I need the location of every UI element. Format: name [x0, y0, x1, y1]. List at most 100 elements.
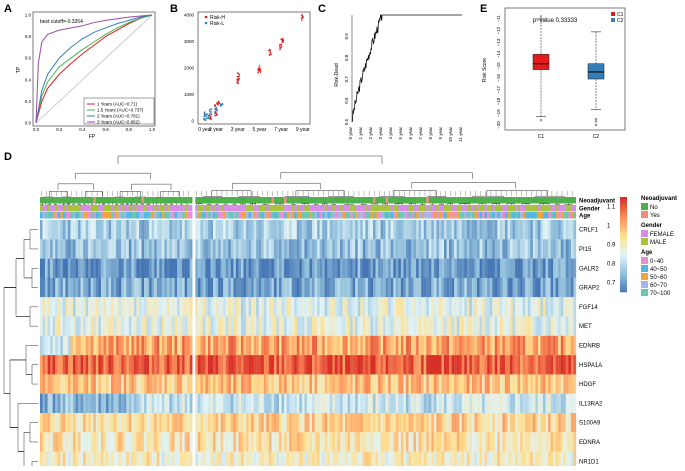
annotation-gender-cell	[299, 205, 302, 212]
heatmap-cell	[146, 374, 150, 394]
annotation-age-cell	[235, 212, 239, 219]
heatmap-cell	[309, 220, 313, 240]
heatmap-cell	[451, 220, 455, 240]
heatmap-cell	[60, 374, 63, 394]
heatmap-cell	[545, 277, 549, 298]
annotation-neoadjuvant-cell	[123, 197, 127, 204]
heatmap-cell	[477, 355, 480, 375]
heatmap-cell	[299, 258, 303, 278]
heatmap-cell	[454, 277, 457, 298]
heatmap-cell	[370, 258, 374, 278]
heatmap-cell	[555, 355, 559, 375]
annotation-gender-cell	[411, 205, 414, 212]
color-scale-step	[620, 211, 627, 214]
heatmap-cell	[266, 335, 270, 356]
heatmap-cell	[393, 451, 396, 471]
heatmap-cell	[126, 335, 129, 356]
heatmap-cell	[573, 316, 577, 336]
color-scale-step	[620, 230, 627, 233]
heatmap-cell	[218, 432, 221, 452]
heatmap-cell	[159, 239, 162, 259]
heatmap-cell	[390, 355, 394, 375]
annotation-neoadjuvant-cell	[258, 197, 262, 204]
annotation-gender-cell	[88, 205, 91, 212]
heatmap-cell	[372, 277, 376, 298]
annotation-age-cell	[484, 212, 488, 219]
heatmap-cell	[497, 220, 501, 240]
heatmap-cell	[492, 220, 495, 240]
heatmap-cell	[284, 374, 287, 394]
heatmap-cell	[126, 355, 129, 375]
heatmap-cell	[233, 335, 237, 356]
heatmap-cell	[563, 374, 566, 394]
heatmap-cell	[306, 355, 310, 375]
heatmap-cell	[123, 393, 127, 414]
heatmap-cell	[479, 413, 483, 433]
heatmap-cell	[360, 432, 363, 452]
heatmap-cell	[464, 335, 468, 356]
annotation-age-cell	[136, 212, 140, 219]
annotation-gender-cell	[93, 205, 96, 212]
heatmap-cell	[151, 451, 155, 471]
heatmap-cell	[294, 374, 297, 394]
annotation-neoadjuvant-cell	[418, 197, 422, 204]
annotation-age-cell	[517, 212, 521, 219]
heatmap-cell	[532, 335, 536, 356]
heatmap-cell	[479, 258, 483, 278]
color-scale-step	[620, 201, 627, 205]
annotation-neoadjuvant-cell	[421, 197, 424, 204]
scatter-point	[210, 110, 213, 113]
scatter-point	[258, 65, 261, 67]
heatmap-cell	[240, 220, 244, 240]
heatmap-cell	[507, 220, 511, 240]
heatmap-cell	[100, 451, 104, 471]
heatmap-cell	[62, 374, 66, 394]
heatmap-cell	[284, 413, 287, 433]
heatmap-cell	[418, 374, 422, 394]
annotation-gender-cell	[276, 205, 280, 212]
heatmap-cell	[426, 451, 429, 471]
scatter-xtick-label: 5 year	[252, 127, 266, 133]
color-scale-step	[620, 235, 627, 238]
heatmap-cell	[70, 393, 74, 414]
heatmap-cell	[306, 297, 310, 317]
annotation-gender-cell	[350, 205, 353, 212]
heatmap-cell	[230, 239, 234, 259]
heatmap-cell	[337, 432, 341, 452]
heatmap-cell	[558, 239, 561, 259]
heatmap-cell	[471, 258, 475, 278]
heatmap-cell	[151, 432, 155, 452]
annotation-gender-cell	[210, 205, 214, 212]
heatmap-cell	[449, 277, 452, 298]
annotation-neoadjuvant-cell	[95, 197, 99, 204]
heatmap-cell	[57, 374, 61, 394]
heatmap-cell	[126, 220, 129, 240]
annotation-gender-cell	[271, 205, 275, 212]
heatmap-cell	[395, 220, 399, 240]
heatmap-cell	[449, 393, 452, 414]
heatmap-cell	[136, 316, 140, 336]
heatmap-cell	[197, 355, 201, 375]
annotation-gender-cell	[98, 205, 102, 212]
heatmap-cell	[182, 451, 185, 471]
heatmap-cell	[284, 258, 287, 278]
heatmap-cell	[281, 258, 285, 278]
heatmap-cell	[532, 393, 536, 414]
heatmap-cell	[60, 258, 63, 278]
heatmap-cell	[164, 239, 168, 259]
heatmap-cell	[380, 355, 384, 375]
heatmap-cell	[263, 297, 267, 317]
heatmap-cell	[568, 297, 572, 317]
heatmap-cell	[352, 374, 356, 394]
roc-cutoff-label: best cutoff=-0.3264	[40, 19, 83, 25]
heatmap-cell	[380, 393, 384, 414]
annotation-gender-cell	[535, 205, 539, 212]
heatmap-cell	[215, 239, 219, 259]
heatmap-cell	[156, 258, 160, 278]
heatmap-cell	[471, 277, 475, 298]
heatmap-cell	[218, 413, 221, 433]
heatmap-cell	[243, 297, 247, 317]
heatmap-cell	[182, 335, 185, 356]
heatmap-cell	[281, 239, 285, 259]
heatmap-cell	[284, 220, 287, 240]
